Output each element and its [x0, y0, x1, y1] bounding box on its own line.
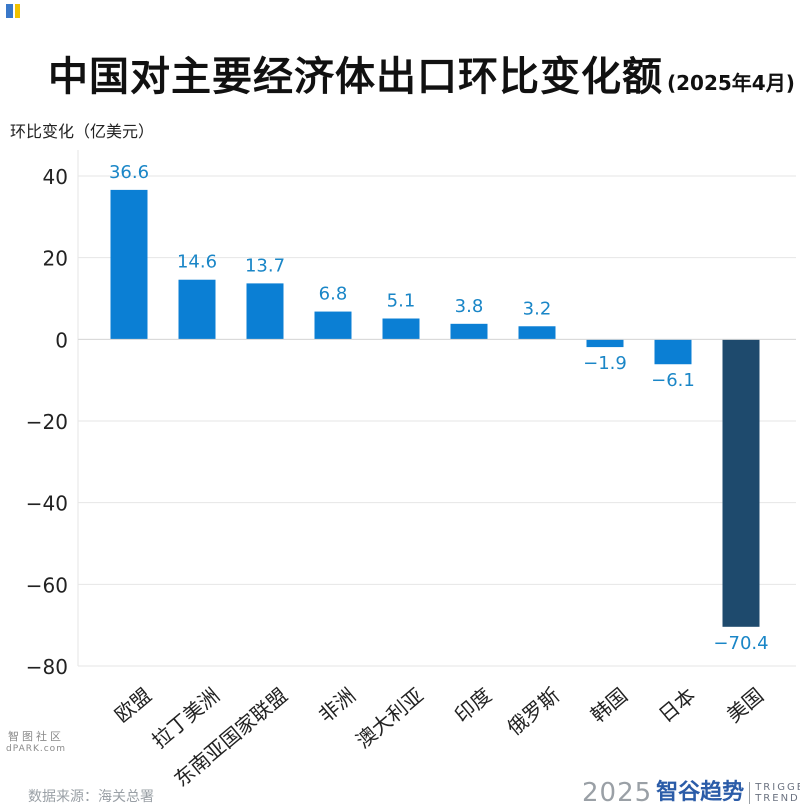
brand-logo: 2025 智谷趋势 TRIGGER TREND — [582, 780, 800, 806]
brand-en-line2: TREND — [755, 793, 800, 804]
brand-english: TRIGGER TREND — [755, 782, 800, 804]
x-tick-label: 欧盟 — [110, 683, 156, 727]
bar — [722, 339, 760, 627]
x-tick-label: 澳大利亚 — [351, 683, 428, 753]
watermark-chars: 智图社区 — [7, 730, 64, 743]
bar — [586, 339, 624, 348]
x-tick-label: 印度 — [450, 683, 496, 727]
y-tick-label: 40 — [43, 165, 68, 189]
bar-value-label: −70.4 — [713, 633, 768, 654]
y-tick-label: 20 — [43, 247, 68, 271]
bar-value-label: −1.9 — [583, 353, 627, 374]
bar — [654, 339, 692, 365]
y-tick-label: −60 — [26, 573, 68, 597]
x-tick-label: 日本 — [654, 683, 700, 727]
bar-value-label: 5.1 — [387, 291, 416, 312]
bar — [110, 189, 148, 340]
bar — [246, 283, 284, 340]
bar-value-label: 13.7 — [245, 255, 285, 276]
y-tick-label: −20 — [26, 410, 68, 434]
brand-name: 智谷趋势 — [656, 780, 745, 805]
bar — [450, 323, 488, 340]
x-tick-label: 美国 — [722, 683, 768, 727]
x-tick-label: 韩国 — [586, 683, 632, 727]
x-tick-label: 非洲 — [314, 683, 360, 727]
bar — [518, 326, 556, 340]
watermark: 智图社区 dPARK.com — [6, 728, 66, 754]
chart-title: 中国对主要经济体出口环比变化额 — [48, 54, 663, 100]
brand-separator — [749, 782, 751, 804]
y-tick-label: −40 — [26, 492, 68, 516]
bar — [314, 311, 352, 340]
y-tick-label: 0 — [55, 328, 68, 352]
bar-value-label: 36.6 — [109, 162, 149, 183]
corner-badge — [6, 4, 20, 18]
y-axis-label: 环比变化（亿美元） — [10, 122, 155, 141]
title-row: 中国对主要经济体出口环比变化额 (2025年4月) — [48, 44, 795, 102]
badge-block — [6, 4, 13, 18]
watermark-site: dPARK.com — [6, 744, 66, 754]
bar-value-label: −6.1 — [651, 370, 695, 391]
brand-year: 2025 — [582, 778, 653, 808]
bar — [382, 318, 420, 340]
bar-value-label: 3.2 — [523, 298, 552, 319]
chart-subtitle: (2025年4月) — [667, 71, 795, 95]
y-tick-label: −80 — [26, 655, 68, 679]
data-source: 数据来源：海关总署 — [28, 789, 154, 805]
bar-value-label: 6.8 — [319, 284, 348, 305]
bar-value-label: 14.6 — [177, 252, 217, 273]
bar — [178, 279, 216, 340]
x-tick-label: 俄罗斯 — [503, 683, 564, 740]
brand-en-line1: TRIGGER — [755, 782, 800, 793]
bar-value-label: 3.8 — [455, 296, 484, 317]
badge-stripe — [15, 4, 20, 18]
